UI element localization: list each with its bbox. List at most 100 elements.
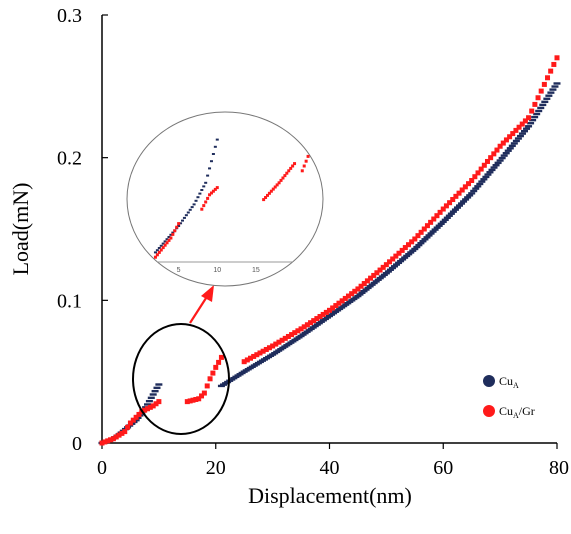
data-point — [510, 142, 518, 145]
data-point — [507, 134, 513, 140]
zoom-inset-point — [291, 164, 295, 168]
data-point — [478, 180, 486, 183]
data-point — [417, 241, 425, 245]
data-point — [273, 341, 279, 347]
zoom-inset-point — [281, 176, 285, 180]
zoom-inset-point — [171, 231, 175, 234]
data-point — [368, 283, 376, 286]
data-point — [275, 349, 283, 352]
data-point — [230, 376, 238, 380]
data-point — [364, 286, 372, 290]
zoom-inset-point — [169, 236, 173, 240]
zoom-inset-circle — [126, 111, 324, 287]
data-point — [145, 406, 150, 412]
data-point — [415, 233, 421, 239]
data-point — [326, 314, 333, 318]
zoom-inset-point — [153, 251, 157, 254]
data-point — [295, 336, 303, 339]
data-point — [342, 295, 348, 301]
data-point — [258, 359, 266, 362]
zoom-inset-point — [211, 153, 215, 155]
data-point — [340, 304, 348, 308]
data-point — [504, 149, 512, 152]
x-axis-label: Displacement(nm) — [248, 483, 412, 508]
data-point — [382, 272, 390, 275]
y-axis-label: Load(mN) — [8, 183, 33, 276]
data-point — [304, 322, 310, 328]
data-point — [147, 404, 153, 410]
data-point — [500, 154, 508, 157]
data-point — [525, 125, 533, 128]
data-point — [297, 334, 305, 338]
legend: CuA CuA/Gr — [483, 374, 535, 420]
data-point — [421, 238, 429, 241]
data-point — [218, 354, 224, 360]
data-point — [370, 281, 378, 285]
data-point — [383, 262, 389, 268]
data-point — [99, 440, 105, 446]
data-point — [311, 324, 319, 328]
x-tick-label: 40 — [320, 457, 340, 479]
data-point — [266, 345, 272, 351]
data-point — [240, 370, 248, 373]
data-point — [238, 371, 246, 375]
data-point — [144, 403, 151, 406]
data-point — [508, 144, 516, 148]
zoom-inset-tick-label: 20 — [291, 267, 299, 274]
zoom-inset-point — [283, 174, 287, 178]
zoom-inset-point — [302, 164, 306, 168]
data-point — [323, 309, 329, 315]
zoom-arrow — [189, 294, 209, 324]
data-point — [494, 161, 502, 165]
data-point — [252, 363, 260, 366]
data-point — [497, 143, 503, 149]
zoom-inset-point — [200, 207, 204, 211]
zoom-inset-point — [165, 241, 169, 245]
data-point — [366, 285, 374, 288]
data-point — [547, 91, 555, 94]
data-point — [327, 307, 332, 313]
zoom-inset-point — [293, 162, 297, 166]
data-point — [273, 350, 281, 354]
data-point — [486, 171, 494, 174]
series-cua-gr — [99, 55, 560, 446]
data-point — [514, 137, 522, 140]
data-point — [317, 314, 323, 320]
data-point — [384, 270, 392, 273]
zoom-inset-point — [267, 191, 271, 195]
data-point — [228, 378, 236, 381]
data-point — [470, 189, 478, 193]
data-point — [142, 407, 148, 413]
data-point — [298, 326, 304, 332]
zoom-inset-point — [157, 247, 161, 249]
data-point — [453, 193, 459, 199]
data-point — [449, 210, 457, 213]
zoom-inset-point — [159, 248, 163, 252]
data-point — [336, 307, 344, 311]
data-point — [108, 437, 114, 443]
zoom-inset-point — [167, 238, 171, 242]
data-point — [484, 158, 490, 164]
data-point — [248, 355, 254, 361]
zoom-inset-point — [275, 183, 279, 187]
data-point — [113, 434, 119, 440]
data-point — [472, 174, 478, 180]
data-point — [458, 202, 466, 205]
data-point — [393, 253, 399, 259]
zoom-inset-point — [202, 204, 206, 208]
zoom-inset-point — [155, 249, 159, 252]
y-tick-label: 0.3 — [57, 5, 82, 27]
data-point — [328, 313, 336, 316]
zoom-inset: 5 10 15 20 — [126, 111, 324, 287]
data-point — [378, 275, 386, 278]
data-point — [145, 399, 153, 403]
data-point — [527, 122, 535, 125]
data-point — [289, 340, 297, 343]
data-point — [257, 350, 263, 356]
data-point — [506, 147, 514, 150]
data-point — [265, 355, 273, 359]
data-point — [397, 259, 405, 263]
data-point — [516, 134, 524, 138]
data-point — [405, 242, 411, 248]
data-point — [434, 213, 440, 219]
